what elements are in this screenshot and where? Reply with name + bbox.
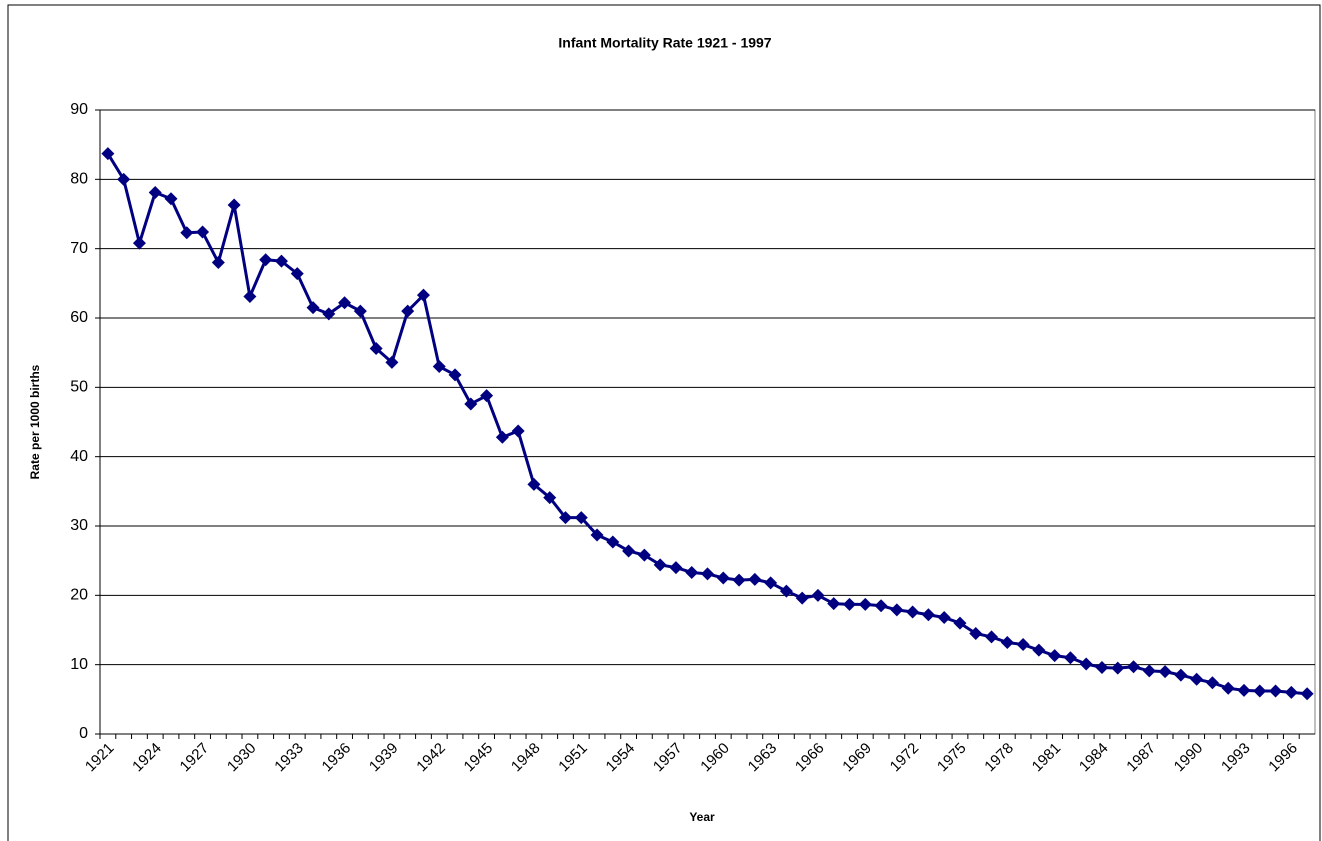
data-point [716,571,730,585]
data-point [795,591,809,605]
data-point [764,576,778,590]
data-point [1000,635,1014,649]
data-point [259,253,273,267]
data-point [906,605,920,619]
data-point [1127,660,1141,674]
data-point [811,588,825,602]
data-point [274,254,288,268]
data-point [511,424,525,438]
data-point [1221,681,1235,695]
data-point [590,528,604,542]
data-point [448,368,462,382]
data-point [558,511,572,525]
data-point [543,491,557,505]
data-point [369,342,383,356]
data-point [921,608,935,622]
data-point [637,548,651,562]
data-point [432,360,446,374]
data-point [338,296,352,310]
data-point [606,535,620,549]
data-point [243,290,257,304]
data-point [1190,672,1204,686]
data-point [495,430,509,444]
y-tick-label: 90 [70,101,88,118]
data-point [527,477,541,491]
data-point [1063,651,1077,665]
data-point [1300,687,1314,701]
data-point [416,288,430,302]
y-tick-label: 30 [70,517,88,534]
y-tick-label: 40 [70,448,88,465]
data-point [748,572,762,586]
y-tick-label: 50 [70,379,88,396]
data-point [132,236,146,250]
data-point [953,616,967,630]
data-point [1253,684,1267,698]
data-point [1284,685,1298,699]
chart-title: Infant Mortality Rate 1921 - 1997 [558,35,771,51]
data-point [874,599,888,613]
data-point [779,584,793,598]
y-tick-label: 80 [70,171,88,188]
y-axis-label: Rate per 1000 births [28,364,42,479]
data-point [843,597,857,611]
data-point [290,267,304,281]
y-tick-label: 60 [70,309,88,326]
data-point [480,389,494,403]
y-tick-label: 20 [70,587,88,604]
data-point [685,565,699,579]
data-point [985,630,999,644]
data-point [148,186,162,200]
data-point [1079,657,1093,671]
data-point [1158,665,1172,679]
data-point [1016,638,1030,652]
y-tick-label: 0 [79,725,88,742]
data-point [322,307,336,321]
data-point [227,198,241,212]
data-point [1095,660,1109,674]
data-point [196,225,210,239]
y-tick-label: 70 [70,240,88,257]
data-point [101,147,115,161]
data-point [622,544,636,558]
data-point [1142,664,1156,678]
data-point [827,597,841,611]
data-point [669,561,683,575]
data-point [353,304,367,318]
data-point [858,597,872,611]
data-point [180,226,194,240]
data-point [1174,668,1188,682]
data-point [306,301,320,315]
data-point [164,192,178,206]
data-point [1032,643,1046,657]
data-point [464,397,478,411]
data-point [1269,684,1283,698]
data-point [937,611,951,625]
data-point [890,603,904,617]
data-point [732,573,746,587]
data-point [1048,649,1062,663]
data-point [1237,683,1251,697]
data-point [701,567,714,581]
x-axis-label: Year [689,810,715,824]
data-point [653,558,667,572]
data-point [211,256,225,270]
data-point [117,172,131,186]
data-point [969,626,983,640]
y-tick-label: 10 [70,656,88,673]
data-point [1111,661,1125,675]
data-point [401,304,415,318]
data-point [385,355,399,369]
data-point [1205,676,1219,690]
data-point [574,511,588,525]
plot-area [99,109,1316,735]
